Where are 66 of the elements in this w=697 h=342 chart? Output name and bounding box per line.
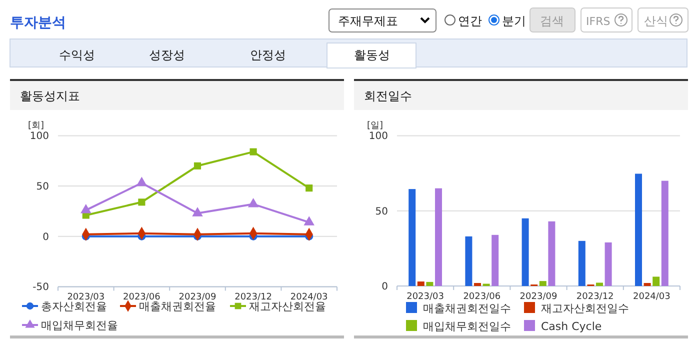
text: 검색 [540,14,564,28]
bar [465,236,472,286]
y-axis-title: [일] [367,121,384,131]
point [138,198,146,206]
x-tick-label: 2023/12 [576,292,614,302]
point [250,148,257,156]
text: 안정성 [250,48,286,62]
bar [644,282,651,286]
x-tick-label: 2023/12 [234,292,272,303]
text: 분기 [502,14,526,28]
x-tick-label: 2023/03 [406,292,444,302]
text: IFRS [586,15,610,28]
bar [408,189,416,286]
text: 주재무제표 [338,14,398,28]
legend-label: Cash Cycle [541,320,602,333]
point [248,198,259,208]
y-tick-label: 0 [382,282,388,292]
bar [435,188,442,286]
bar [426,282,434,286]
legend-label: 매입채무회전율 [41,319,118,332]
legend-label: 재고자산회전일수 [541,302,629,315]
y-tick-label: 100 [30,131,49,142]
bar [661,180,668,286]
point [80,204,92,214]
y-tick-label: 50 [36,182,49,193]
legend-label: 매출채권회전일수 [423,302,511,315]
bar [522,218,529,286]
x-tick-label: 2023/06 [123,292,161,303]
y-tick-label: 0 [42,232,49,243]
y-tick-label: -50 [32,282,49,294]
bar [604,242,612,286]
bar [578,240,586,286]
text: 성장성 [149,48,185,62]
point [136,176,148,186]
y-axis-title: [회] [28,121,44,131]
legend-label: 총자산회전율 [41,300,107,313]
bar [652,276,660,286]
chart-title: 활동성지표 [20,89,80,103]
bar [492,234,499,286]
bar [417,281,424,286]
x-tick-label: 2023/09 [520,292,558,302]
text: 활동성 [354,48,390,62]
y-tick-label: 50 [375,206,388,218]
point [194,162,202,170]
x-tick-label: 2024/03 [633,292,670,302]
text: 수익성 [59,48,95,62]
text: 연간 [458,14,482,28]
x-tick-label: 2023/06 [463,292,501,302]
legend-label: 재고자산회전율 [249,300,326,313]
legend-label: 매출채권회전율 [139,300,216,313]
bar [596,282,603,286]
bar [635,174,642,286]
x-tick-label: 2023/09 [178,292,216,303]
text: 투자분석 [10,15,66,31]
chart-title: 회전일수 [364,89,412,103]
x-tick-label: 2023/03 [67,292,105,303]
text: 산식 [644,14,668,28]
legend-label: 매입채무회전일수 [423,320,511,333]
y-tick-label: 100 [368,131,388,142]
point [192,207,203,216]
point [304,216,314,226]
bar [474,282,481,286]
point [306,184,313,192]
x-tick-label: 2024/03 [290,292,328,303]
bar [539,281,546,286]
bar [548,221,556,286]
